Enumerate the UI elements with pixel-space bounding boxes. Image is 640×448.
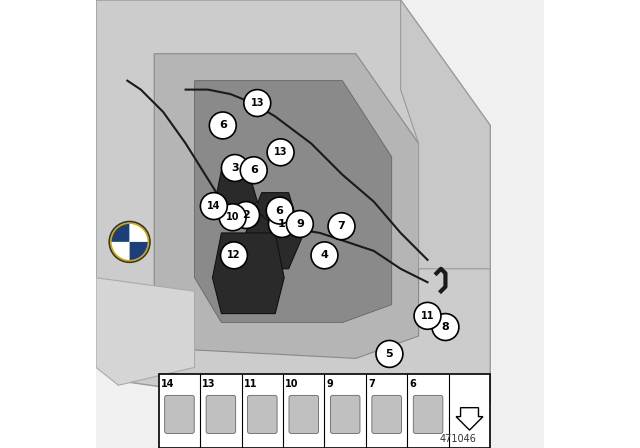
Wedge shape <box>130 223 148 242</box>
Text: 14: 14 <box>161 379 175 388</box>
Text: 6: 6 <box>276 206 284 215</box>
Circle shape <box>287 211 314 237</box>
Wedge shape <box>111 242 130 261</box>
Polygon shape <box>96 0 544 448</box>
Polygon shape <box>96 0 490 412</box>
Circle shape <box>221 242 248 269</box>
Wedge shape <box>130 242 148 261</box>
Text: 2: 2 <box>242 210 250 220</box>
Text: 13: 13 <box>274 147 287 157</box>
FancyBboxPatch shape <box>206 396 236 434</box>
Text: 13: 13 <box>202 379 216 388</box>
Circle shape <box>376 340 403 367</box>
Circle shape <box>221 155 248 181</box>
Circle shape <box>240 157 267 184</box>
FancyBboxPatch shape <box>372 396 401 434</box>
Polygon shape <box>212 170 257 224</box>
Text: 9: 9 <box>296 219 304 229</box>
Polygon shape <box>154 54 419 358</box>
Polygon shape <box>244 193 302 269</box>
Polygon shape <box>401 0 490 269</box>
FancyBboxPatch shape <box>289 396 319 434</box>
Polygon shape <box>195 81 392 323</box>
FancyBboxPatch shape <box>330 396 360 434</box>
Circle shape <box>219 204 246 231</box>
Circle shape <box>109 222 150 262</box>
Polygon shape <box>212 233 284 314</box>
Text: 8: 8 <box>442 322 449 332</box>
Text: 9: 9 <box>327 379 333 388</box>
Text: 5: 5 <box>386 349 393 359</box>
Text: 1: 1 <box>278 219 286 229</box>
Text: 7: 7 <box>368 379 375 388</box>
Wedge shape <box>111 223 130 242</box>
Circle shape <box>328 213 355 240</box>
FancyBboxPatch shape <box>248 396 277 434</box>
Circle shape <box>267 139 294 166</box>
Text: 13: 13 <box>250 98 264 108</box>
Text: 6: 6 <box>410 379 417 388</box>
Circle shape <box>269 211 296 237</box>
Text: 4: 4 <box>321 250 328 260</box>
Circle shape <box>244 90 271 116</box>
FancyBboxPatch shape <box>164 396 194 434</box>
Bar <box>159 374 490 448</box>
Text: 14: 14 <box>207 201 221 211</box>
Text: 7: 7 <box>338 221 346 231</box>
Circle shape <box>200 193 227 220</box>
Circle shape <box>266 197 293 224</box>
Text: 6: 6 <box>219 121 227 130</box>
Text: 6: 6 <box>250 165 258 175</box>
Polygon shape <box>456 408 483 430</box>
Text: 3: 3 <box>231 163 239 173</box>
FancyBboxPatch shape <box>413 396 443 434</box>
Text: 10: 10 <box>285 379 299 388</box>
Circle shape <box>414 302 441 329</box>
Text: 10: 10 <box>226 212 239 222</box>
Circle shape <box>432 314 459 340</box>
Circle shape <box>209 112 236 139</box>
Polygon shape <box>96 278 195 385</box>
Text: 11: 11 <box>420 311 435 321</box>
Text: 11: 11 <box>244 379 257 388</box>
Text: 471046: 471046 <box>440 434 477 444</box>
Circle shape <box>311 242 338 269</box>
Circle shape <box>233 202 260 228</box>
Text: 12: 12 <box>227 250 241 260</box>
